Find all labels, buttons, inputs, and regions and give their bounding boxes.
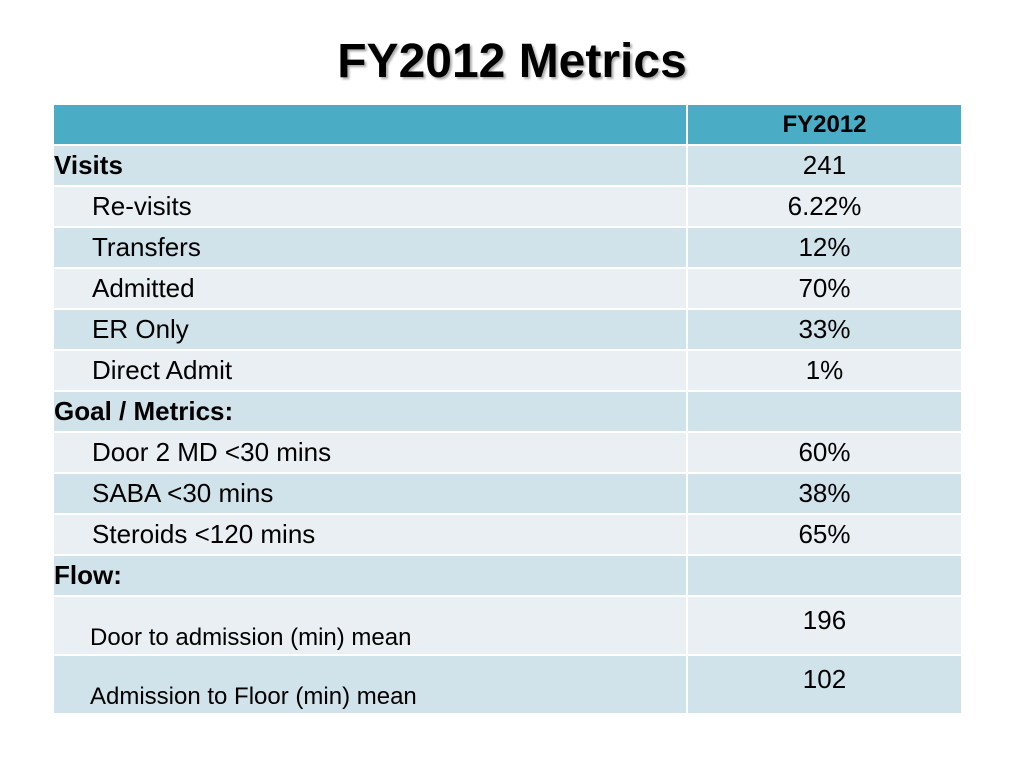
metrics-table: FY2012 Visits 241 Re-visits 6.22% Transfers 1… [52, 103, 963, 715]
table-row: ER Only 33% [52, 308, 963, 351]
header-row: FY2012 [52, 103, 963, 146]
table-row: Door to admission (min) mean 196 [52, 595, 963, 656]
slide-title: FY2012 Metrics [337, 35, 687, 88]
value-cell: 1% [686, 349, 963, 392]
label-cell: Admitted [52, 267, 688, 310]
value-cell: 196 [686, 595, 963, 656]
value-cell: 6.22% [686, 185, 963, 228]
table-row: Flow: [52, 554, 963, 597]
table-body: FY2012 Visits 241 Re-visits 6.22% Transfers 1… [52, 103, 963, 715]
label-cell: Transfers [52, 226, 688, 269]
label-cell: Door 2 MD <30 mins [52, 431, 688, 474]
table-row: Admitted 70% [52, 267, 963, 310]
label-cell: Door to admission (min) mean [52, 595, 688, 656]
table-row: Visits 241 [52, 144, 963, 187]
header-cell [52, 103, 688, 146]
value-cell [686, 390, 963, 433]
header-cell: FY2012 [686, 103, 963, 146]
label-cell: Flow: [52, 554, 688, 597]
label-cell: Direct Admit [52, 349, 688, 392]
table-row: Admission to Floor (min) mean 102 [52, 654, 963, 715]
value-cell: 33% [686, 308, 963, 351]
table-row: Transfers 12% [52, 226, 963, 269]
table-row: Door 2 MD <30 mins 60% [52, 431, 963, 474]
label-cell: Visits [52, 144, 688, 187]
value-cell: 241 [686, 144, 963, 187]
value-cell: 65% [686, 513, 963, 556]
table-row: Direct Admit 1% [52, 349, 963, 392]
value-cell: 70% [686, 267, 963, 310]
value-cell: 102 [686, 654, 963, 715]
value-cell [686, 554, 963, 597]
label-cell: ER Only [52, 308, 688, 351]
label-cell: Goal / Metrics: [52, 390, 688, 433]
table-row: SABA <30 mins 38% [52, 472, 963, 515]
table-row: Steroids <120 mins 65% [52, 513, 963, 556]
label-cell: Steroids <120 mins [52, 513, 688, 556]
label-cell: Re-visits [52, 185, 688, 228]
label-cell: SABA <30 mins [52, 472, 688, 515]
table-row: Re-visits 6.22% [52, 185, 963, 228]
value-cell: 38% [686, 472, 963, 515]
value-cell: 12% [686, 226, 963, 269]
value-cell: 60% [686, 431, 963, 474]
label-cell: Admission to Floor (min) mean [52, 654, 688, 715]
table-row: Goal / Metrics: [52, 390, 963, 433]
